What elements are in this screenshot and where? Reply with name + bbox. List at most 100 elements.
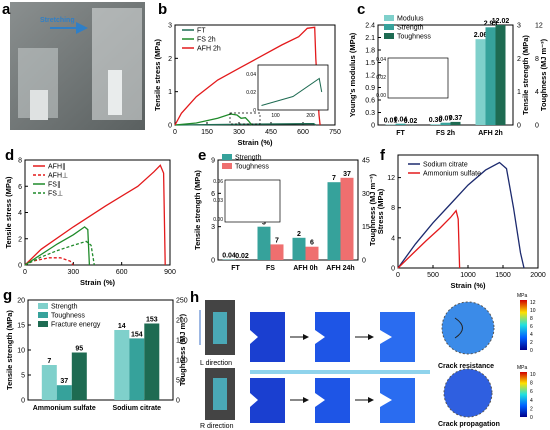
legend-label: Modulus (397, 16, 424, 23)
bar (395, 123, 406, 125)
y-tick-label: 10 (17, 348, 25, 355)
bar-value-label: 6 (310, 240, 314, 247)
y-tick-label: 0 (211, 258, 215, 265)
x-tick-label: 0 (396, 272, 400, 279)
bar-value-label: 3 (262, 220, 266, 227)
bar-value-label: 0.02 (235, 253, 249, 260)
y2-tick: 3 (517, 23, 521, 30)
bar (430, 124, 441, 125)
legend-label: Strength (51, 304, 78, 311)
panel-e: 0 3 6 9 Tensile strength (MPa) e FT 0.04 0.02 FS 3… (193, 147, 377, 272)
y-tick-label: 0 (18, 263, 22, 270)
category-label: Ammonium sulfate (33, 405, 96, 412)
panel-label: c (357, 1, 365, 18)
y-tick-label: 0.3 (365, 110, 375, 117)
legend-label: AFH⊥ (48, 173, 68, 180)
colorbar-bottom-tick: 6 (530, 389, 533, 395)
y2-tick: 0 (176, 398, 180, 405)
y3-axis-label: Toughness (MJ m⁻³) (539, 38, 548, 111)
y-axis-label: Stress (MPa) (376, 188, 385, 234)
y-axis-label: Young's modulus (MPa) (348, 32, 357, 117)
series-line-2 (174, 26, 321, 126)
inset-ft-line (261, 77, 323, 106)
series-line-1 (397, 209, 461, 269)
y-tick-label: 2 (18, 236, 22, 243)
bar-value-label: 0.02 (404, 118, 418, 125)
bar-value-label: 7 (275, 237, 279, 244)
category-label: AFH 0h (293, 265, 318, 272)
inset-y-tick: 0.04 (246, 72, 256, 78)
y2-axis-label: Toughness (MJ m⁻³) (178, 313, 187, 386)
bar (475, 39, 486, 126)
bar-value-label: 2.93 (484, 20, 498, 27)
bar-value-label: 14 (118, 323, 126, 330)
colorbar-bottom-unit: MPa (517, 365, 528, 371)
series-line-0 (174, 123, 317, 126)
colorbar-top-tick: 8 (530, 316, 533, 322)
y-tick-label: 1.8 (365, 48, 375, 55)
inset-x-tick: 100 (271, 113, 280, 119)
panel-label: e (198, 147, 206, 164)
bar-value-label: 153 (146, 317, 158, 324)
inset-y-tick: 0.02 (376, 75, 386, 81)
x-tick-label: 600 (297, 129, 309, 136)
bar-value-label: 0.07 (439, 116, 453, 123)
y-tick-label: 8 (18, 158, 22, 165)
panel-label-h: h (190, 289, 199, 306)
category-label: FT (396, 130, 405, 137)
panel-a: Stretching a (2, 1, 145, 130)
l-direction-label: L direction (200, 360, 232, 367)
category-label: AFH 2h (478, 130, 503, 137)
bar-value-label: 0.01 (384, 118, 398, 125)
bar (129, 338, 145, 400)
x-axis-label: Strain (%) (80, 278, 116, 287)
x-tick-label: 2000 (530, 272, 546, 279)
colorbar-bottom-tick: 4 (530, 398, 533, 404)
y-tick-label: 2.1 (365, 35, 375, 42)
y3-tick: 8 (535, 56, 539, 63)
inset-frame (387, 57, 449, 99)
x-tick-label: 0 (173, 129, 177, 136)
panel-label: g (3, 287, 12, 304)
series-line-1 (24, 257, 74, 266)
y-tick-label: 1.5 (365, 60, 375, 67)
r-direction-label: R direction (200, 423, 234, 430)
y2-tick: 45 (362, 158, 370, 165)
category-label: Sodium citrate (112, 405, 161, 412)
legend-label: Ammonium sulfate (423, 171, 481, 178)
legend-label: FT (197, 28, 206, 35)
y2-tick: 30 (362, 191, 370, 198)
y2-tick: 2 (517, 56, 521, 63)
inset-y-tick: 0.03 (213, 198, 223, 204)
bar (305, 246, 319, 260)
legend-label: Toughness (397, 34, 431, 41)
inset-y-tick: 0.04 (376, 57, 386, 63)
inset-x-tick: 200 (306, 113, 315, 119)
legend-label: Toughness (235, 164, 269, 171)
bar (257, 226, 271, 260)
l-crack-outline (454, 317, 463, 339)
y-tick-label: 3 (211, 224, 215, 231)
legend-label: Sodium citrate (423, 162, 468, 169)
bar (485, 27, 496, 125)
legend-swatch (38, 312, 48, 318)
y2-tick: 0 (517, 123, 521, 130)
plot-frame (217, 159, 359, 261)
bar-value-label: 0.04 (222, 253, 236, 260)
y-tick-label: 0.9 (365, 85, 375, 92)
y-tick-label: 1 (168, 89, 172, 96)
y2-tick: 200 (176, 318, 188, 325)
bar-value-label: 37 (60, 378, 68, 385)
y-tick-label: 6 (18, 184, 22, 191)
colorbar-bottom (520, 372, 527, 417)
colorbar-bottom-tick: 0 (530, 415, 533, 421)
x-axis-label: Strain (%) (237, 138, 273, 147)
stretch-text: Stretching (40, 17, 75, 24)
y-tick-label: 4 (18, 210, 22, 217)
bar-value-label: 0.30 (429, 117, 443, 124)
bar-value-label: 0.37 (449, 115, 463, 122)
r-sim-2 (315, 378, 350, 423)
y2-tick: 1 (517, 89, 521, 96)
legend-swatch (38, 321, 48, 327)
